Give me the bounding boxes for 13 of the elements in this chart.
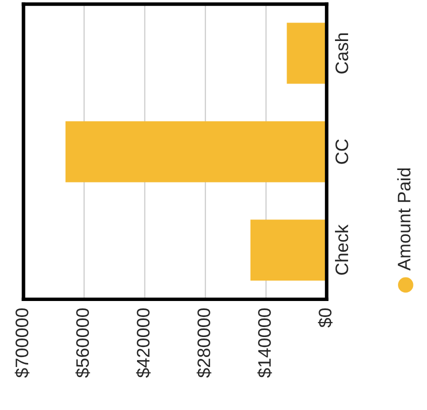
x-tick-label: $280000 bbox=[196, 308, 212, 378]
x-tick-label: $140000 bbox=[257, 308, 272, 378]
y-tick-label: CC bbox=[335, 139, 348, 164]
bar bbox=[65, 121, 327, 182]
x-tick-label: $560000 bbox=[75, 308, 90, 378]
bar bbox=[286, 22, 327, 84]
text: Amount Paid bbox=[397, 168, 410, 271]
x-tick-label: $0 bbox=[318, 308, 333, 328]
y-tick-label: Check bbox=[334, 224, 348, 275]
bar bbox=[250, 220, 327, 281]
x-tick-label: $420000 bbox=[136, 308, 151, 378]
x-tick-label: $700000 bbox=[14, 308, 30, 378]
y-tick-label: Cash bbox=[334, 33, 348, 74]
